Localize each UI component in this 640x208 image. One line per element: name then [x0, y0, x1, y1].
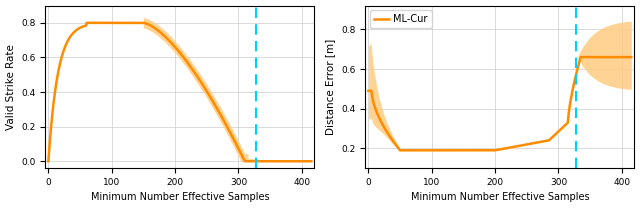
Line: ML-Cur: ML-Cur [369, 57, 631, 150]
ML-Cur [627, 56, 635, 58]
X-axis label: Minimum Number Effective Samples: Minimum Number Effective Samples [90, 192, 269, 202]
ML-Cur [577, 56, 584, 58]
ML-Cur [524, 143, 532, 145]
Y-axis label: Distance Error [m]: Distance Error [m] [326, 39, 335, 135]
X-axis label: Minimum Number Effective Samples: Minimum Number Effective Samples [410, 192, 589, 202]
ML-Cur [365, 90, 372, 92]
ML-Cur [591, 56, 599, 58]
ML-Cur [564, 118, 572, 121]
ML-Cur [518, 144, 525, 147]
Legend: ML-Cur: ML-Cur [370, 10, 431, 28]
ML-Cur [396, 149, 404, 152]
Y-axis label: Valid Strike Rate: Valid Strike Rate [6, 44, 15, 130]
ML-Cur [532, 141, 540, 144]
ML-Cur [381, 127, 388, 129]
